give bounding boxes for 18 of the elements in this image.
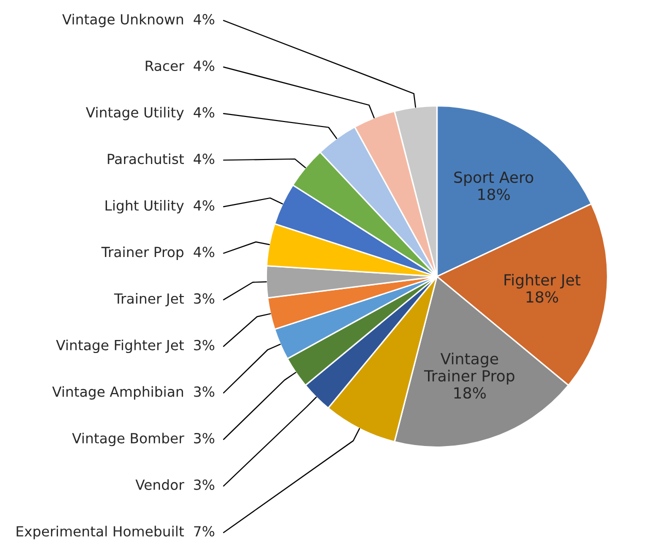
slice-label: Trainer Jet 3% [114, 293, 214, 306]
slice-label: Vintage Utility 4% [86, 106, 214, 120]
category-label: Trainer Prop 4% [101, 246, 214, 260]
data-label: 18% [478, 188, 510, 200]
slice-label: Vintage Bomber 3% [72, 432, 214, 446]
data-label: 18% [454, 387, 486, 399]
slice-label: Light Utility 4% [106, 200, 214, 214]
slice-label: Vintage Amphibian 3% [52, 386, 214, 400]
slice-label: Sport Aero [454, 171, 534, 186]
data-label: 18% [526, 291, 558, 303]
slice-label: Vintage Fighter Jet 3% [56, 340, 214, 354]
slice-label: Racer 4% [146, 60, 214, 72]
slice-label: Vintage Trainer Prop [424, 352, 514, 385]
slice-label: Experimental Homebuilt 7% [16, 526, 214, 540]
slice-label: Parachutist 4% [108, 153, 214, 164]
slice-label: Vendor 3% [136, 479, 214, 490]
slice-label: Vintage Unknown 4% [62, 14, 214, 28]
slice-label: Fighter Jet [504, 274, 580, 289]
